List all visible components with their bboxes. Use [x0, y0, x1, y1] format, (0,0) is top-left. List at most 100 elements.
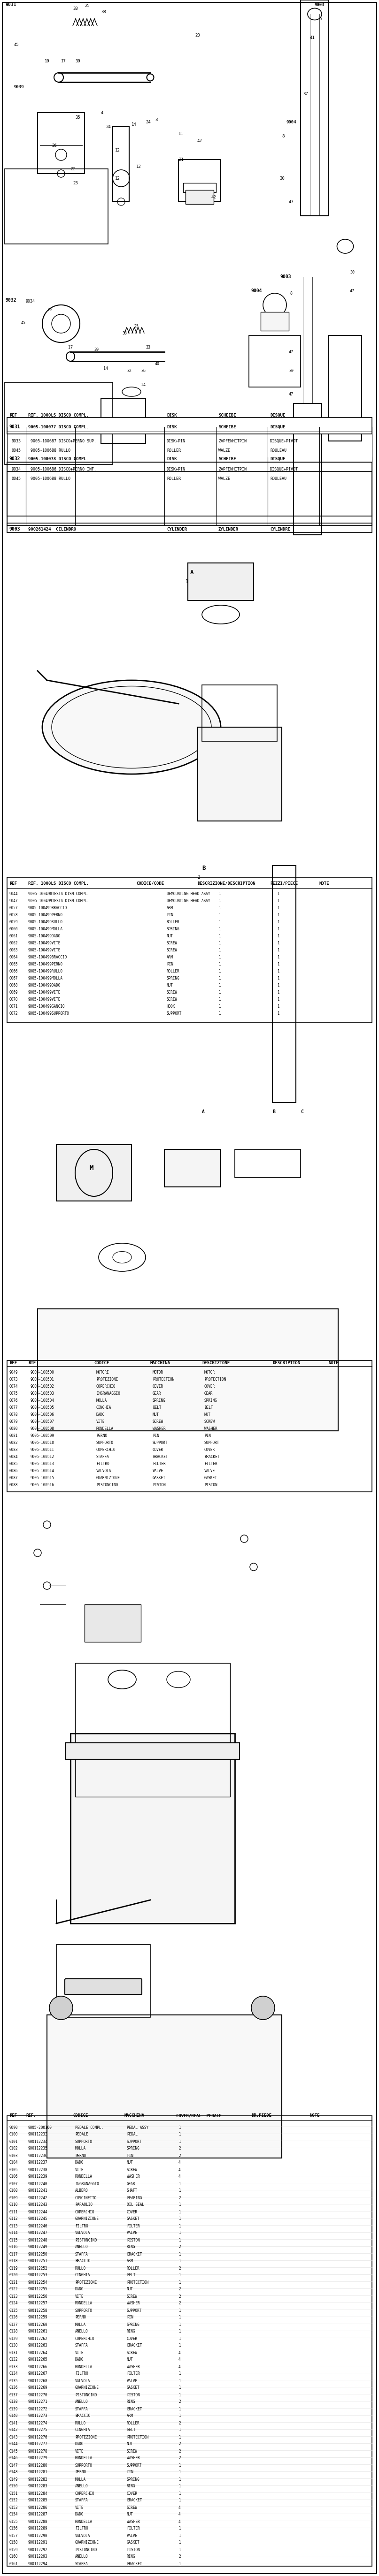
- Text: COVER: COVER: [127, 2491, 138, 2496]
- Text: 1: 1: [179, 2336, 181, 2342]
- Text: 4: 4: [179, 2166, 181, 2172]
- Text: B: B: [202, 866, 205, 871]
- Text: SUPPORTO: SUPPORTO: [75, 2308, 92, 2313]
- Text: 1: 1: [277, 948, 279, 953]
- Text: 1: 1: [277, 984, 279, 987]
- Text: RONDELLA: RONDELLA: [75, 2174, 92, 2179]
- Text: NUT: NUT: [127, 2161, 133, 2164]
- Text: VALVE: VALVE: [127, 2378, 138, 2383]
- Text: SUPPORT: SUPPORT: [153, 1440, 168, 1445]
- Text: 38: 38: [122, 330, 127, 335]
- Text: 900112243: 900112243: [28, 2202, 48, 2208]
- Text: ROULEAU: ROULEAU: [270, 477, 287, 482]
- Text: 0063: 0063: [9, 948, 18, 953]
- Text: 38: 38: [101, 10, 106, 13]
- Text: 0135: 0135: [9, 2378, 18, 2383]
- Text: FILTRO: FILTRO: [96, 1461, 109, 1466]
- Bar: [7, 417, 372, 433]
- Text: 32: 32: [127, 368, 132, 374]
- Text: COVER/REAL. PEDALE: COVER/REAL. PEDALE: [176, 2115, 222, 2117]
- Circle shape: [251, 1996, 275, 2020]
- Bar: [5, 170, 108, 245]
- Text: 1: 1: [179, 2470, 181, 2476]
- Text: 1: 1: [179, 2223, 181, 2228]
- Text: 1: 1: [185, 580, 188, 585]
- Text: PISTON: PISTON: [127, 2393, 140, 2398]
- Bar: [47, 2014, 282, 2159]
- Bar: [235, 1149, 301, 1177]
- Text: 0105: 0105: [9, 2166, 18, 2172]
- Text: 0045: 0045: [12, 448, 21, 453]
- Text: 0154: 0154: [9, 2512, 18, 2517]
- Text: INGRANAGGIO: INGRANAGGIO: [75, 2182, 99, 2187]
- Text: 0107: 0107: [9, 2182, 18, 2187]
- Bar: [329, 335, 362, 440]
- Text: STAFFA: STAFFA: [75, 2406, 88, 2411]
- Text: 9039: 9039: [14, 85, 24, 90]
- Text: 0136: 0136: [9, 2385, 18, 2391]
- Text: 2: 2: [179, 2154, 181, 2159]
- Text: SHAFT: SHAFT: [127, 2190, 138, 2192]
- Bar: [7, 461, 372, 515]
- Text: 0124: 0124: [9, 2300, 18, 2306]
- Bar: [188, 564, 254, 600]
- Text: 900112242: 900112242: [28, 2195, 48, 2200]
- Text: 900112292: 900112292: [28, 2548, 48, 2553]
- Bar: [5, 381, 113, 464]
- Text: 0060: 0060: [9, 927, 18, 930]
- Bar: [179, 160, 221, 201]
- Text: 0073: 0073: [9, 1378, 18, 1381]
- Text: COPERCHIO: COPERCHIO: [75, 2336, 95, 2342]
- Text: NUT: NUT: [127, 2357, 133, 2362]
- Text: 24: 24: [106, 124, 111, 129]
- Text: RONDELLA: RONDELLA: [75, 2365, 92, 2370]
- Text: 900112253: 900112253: [28, 2272, 48, 2277]
- Text: 9031: 9031: [9, 425, 20, 430]
- Text: 0132: 0132: [9, 2357, 18, 2362]
- Text: NUT: NUT: [127, 2512, 133, 2517]
- Text: M: M: [89, 1164, 93, 1172]
- Text: 37: 37: [303, 93, 308, 95]
- Text: DEMOUNTING HEAD ASSY: DEMOUNTING HEAD ASSY: [167, 891, 210, 896]
- Text: 1: 1: [218, 891, 221, 896]
- Text: 0150: 0150: [9, 2483, 18, 2488]
- Text: 1: 1: [179, 2434, 181, 2439]
- Text: 9005-100513: 9005-100513: [31, 1461, 55, 1466]
- Text: 900112288: 900112288: [28, 2519, 48, 2524]
- Text: VALVE: VALVE: [153, 1468, 163, 1473]
- Text: STAFFA: STAFFA: [75, 2251, 88, 2257]
- Text: BRACKET: BRACKET: [127, 2251, 142, 2257]
- Text: 900112239: 900112239: [28, 2174, 48, 2179]
- Text: 900112280: 900112280: [28, 2463, 48, 2468]
- Text: STAFFA: STAFFA: [75, 2499, 88, 2501]
- Text: 900112244: 900112244: [28, 2210, 48, 2213]
- Text: PEDAL ASSY: PEDAL ASSY: [127, 2125, 149, 2130]
- Text: VITE: VITE: [96, 1419, 105, 1425]
- Text: ALBERO: ALBERO: [75, 2190, 88, 2192]
- Text: 8: 8: [282, 134, 284, 139]
- Text: BELT: BELT: [204, 1406, 213, 1409]
- Text: 0140: 0140: [9, 2414, 18, 2419]
- Text: 2: 2: [179, 2295, 181, 2298]
- Text: 900112275: 900112275: [28, 2429, 48, 2432]
- Text: 900112265: 900112265: [28, 2357, 48, 2362]
- Text: 0114: 0114: [9, 2231, 18, 2236]
- Text: WASHER: WASHER: [127, 2365, 140, 2370]
- Text: 900112294: 900112294: [28, 2561, 48, 2566]
- Text: 900112281: 900112281: [28, 2470, 48, 2476]
- Text: 9005-100503: 9005-100503: [31, 1391, 55, 1396]
- Text: 33: 33: [146, 345, 150, 350]
- Text: MOTOR: MOTOR: [204, 1370, 215, 1376]
- Text: PEDAL: PEDAL: [127, 2133, 138, 2136]
- Text: 4: 4: [179, 2161, 181, 2164]
- Bar: [75, 1664, 230, 1798]
- Text: GUARNIZIONE: GUARNIZIONE: [75, 2385, 99, 2391]
- Text: 4: 4: [179, 2357, 181, 2362]
- Text: 1: 1: [179, 2308, 181, 2313]
- Text: MACCHINA: MACCHINA: [124, 2115, 145, 2117]
- Text: A: A: [202, 1110, 205, 1115]
- Text: SUPPORTO: SUPPORTO: [75, 2463, 92, 2468]
- Text: VALVOLA: VALVOLA: [75, 2378, 90, 2383]
- Bar: [301, 0, 329, 216]
- Text: 0161: 0161: [9, 2561, 18, 2566]
